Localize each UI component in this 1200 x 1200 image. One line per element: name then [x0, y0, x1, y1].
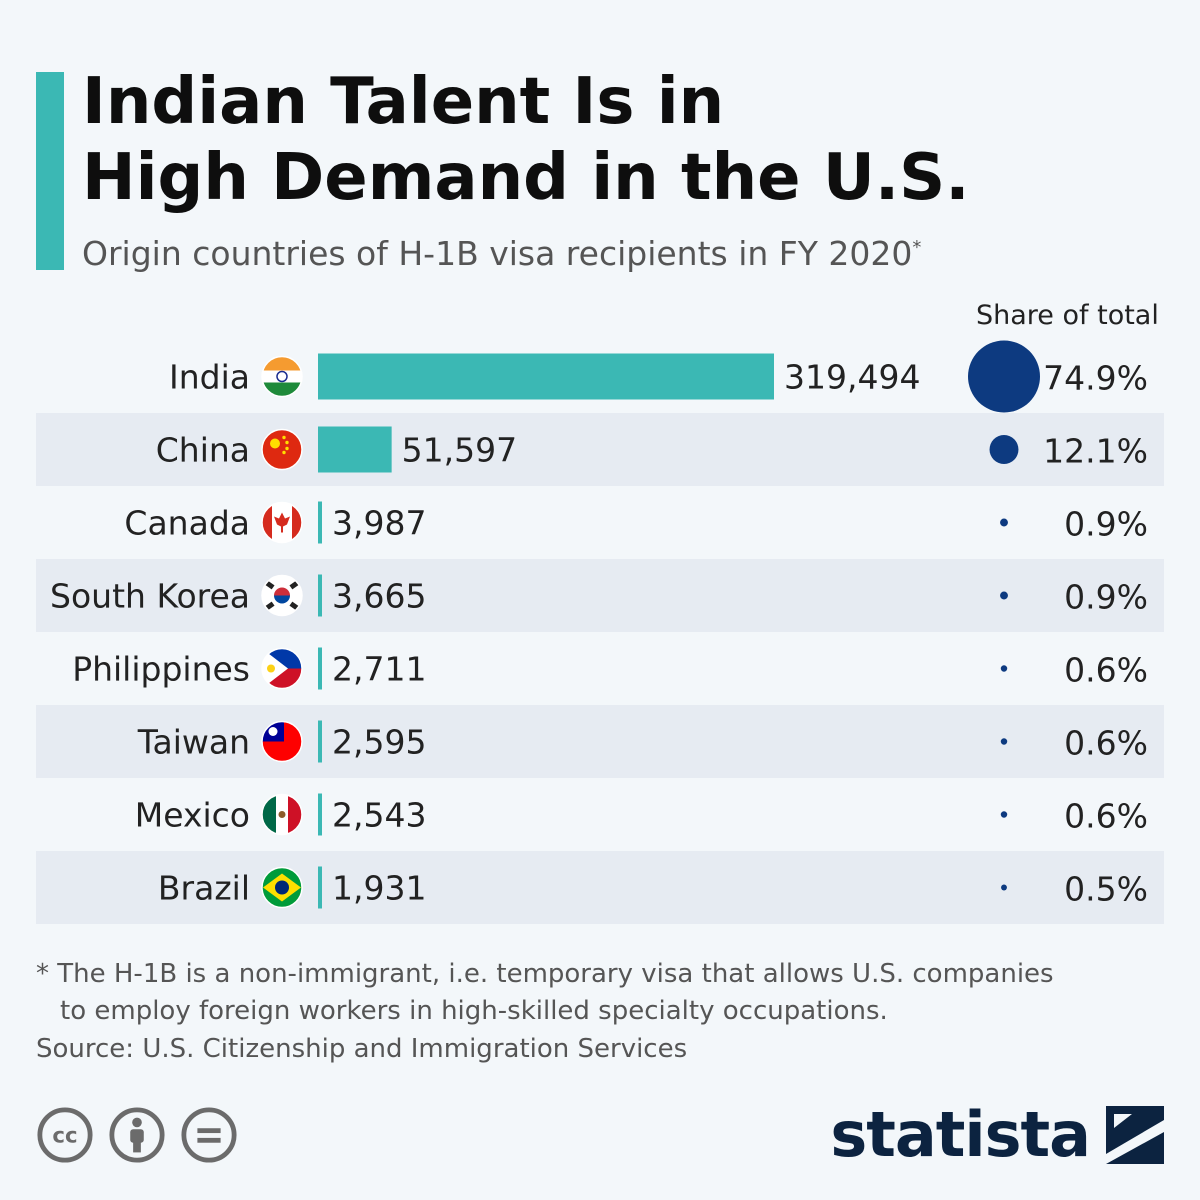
bar — [318, 647, 322, 690]
country-label: India — [169, 358, 250, 397]
share-label: 74.9% — [1043, 359, 1148, 398]
share-bubble — [1000, 518, 1008, 527]
country-label: Philippines — [72, 650, 250, 689]
subtitle-footnote-marker: * — [912, 237, 922, 258]
share-column-header: Share of total — [976, 300, 1159, 331]
value-label: 319,494 — [784, 358, 920, 397]
bar — [318, 574, 322, 617]
taiwan-flag-icon — [261, 720, 303, 763]
bar — [318, 501, 322, 544]
share-bubble — [1000, 738, 1008, 745]
bar — [318, 353, 774, 400]
brazil-flag-icon — [261, 866, 303, 909]
footnote-line-2: to employ foreign workers in high-skille… — [60, 996, 888, 1026]
bar — [318, 866, 322, 909]
statista-brand: statista — [830, 1098, 1164, 1171]
share-label: 0.6% — [1064, 797, 1148, 836]
value-label: 2,711 — [332, 650, 426, 689]
source-note: Source: U.S. Citizenship and Immigration… — [36, 1034, 688, 1064]
country-label: Taiwan — [137, 723, 250, 762]
h1b-bar-chart: India 319,494 74.9% China 51,597 12.1% Canada 3… — [36, 340, 1164, 924]
attribution-icon[interactable] — [108, 1106, 166, 1164]
bar — [318, 720, 322, 763]
row-background — [36, 559, 1164, 632]
statista-logo-icon — [1106, 1105, 1164, 1164]
row-background — [36, 413, 1164, 486]
share-label: 0.9% — [1064, 578, 1148, 617]
share-bubble — [1000, 591, 1008, 600]
country-label: China — [156, 431, 250, 470]
share-label: 0.6% — [1064, 724, 1148, 763]
philippines-flag-icon — [261, 647, 303, 690]
row-background — [36, 851, 1164, 924]
row-background — [36, 705, 1164, 778]
footnote-line-1: * The H-1B is a non-immigrant, i.e. temp… — [36, 959, 1054, 989]
value-label: 1,931 — [332, 869, 426, 908]
china-flag-icon — [261, 428, 303, 471]
share-bubble — [1001, 884, 1007, 891]
share-bubble — [989, 435, 1019, 464]
country-label: Brazil — [158, 869, 250, 908]
accent-bar — [36, 72, 64, 270]
chart-title: Indian Talent Is in High Demand in the U… — [82, 65, 970, 215]
share-bubble — [968, 340, 1040, 413]
country-label: Mexico — [135, 796, 250, 835]
value-label: 3,665 — [332, 577, 426, 616]
country-label: Canada — [124, 504, 250, 543]
value-label: 2,595 — [332, 723, 426, 762]
bar — [318, 793, 322, 836]
value-label: 51,597 — [402, 431, 517, 470]
country-label: South Korea — [50, 577, 250, 616]
chart-subtitle: Origin countries of H-1B visa recipients… — [82, 234, 921, 273]
value-label: 2,543 — [332, 796, 426, 835]
footnote: * The H-1B is a non-immigrant, i.e. temp… — [36, 956, 1054, 1030]
share-label: 0.6% — [1064, 651, 1148, 690]
value-label: 3,987 — [332, 504, 426, 543]
bar — [318, 426, 392, 473]
license-icons: cc — [36, 1106, 238, 1164]
subtitle-text: Origin countries of H-1B visa recipients… — [82, 234, 913, 273]
india-flag-icon — [261, 355, 303, 398]
creative-commons-icon[interactable]: cc — [36, 1106, 94, 1164]
mexico-flag-icon — [261, 793, 303, 836]
share-bubble — [1000, 811, 1008, 818]
south-korea-flag-icon — [261, 574, 303, 617]
share-bubble — [1000, 665, 1008, 672]
no-derivatives-icon[interactable] — [180, 1106, 238, 1164]
canada-flag-icon — [261, 501, 303, 544]
share-label: 12.1% — [1043, 432, 1148, 471]
share-label: 0.9% — [1064, 505, 1148, 544]
svg-text:cc: cc — [52, 1124, 77, 1149]
statista-wordmark: statista — [830, 1098, 1091, 1171]
share-label: 0.5% — [1064, 870, 1148, 909]
